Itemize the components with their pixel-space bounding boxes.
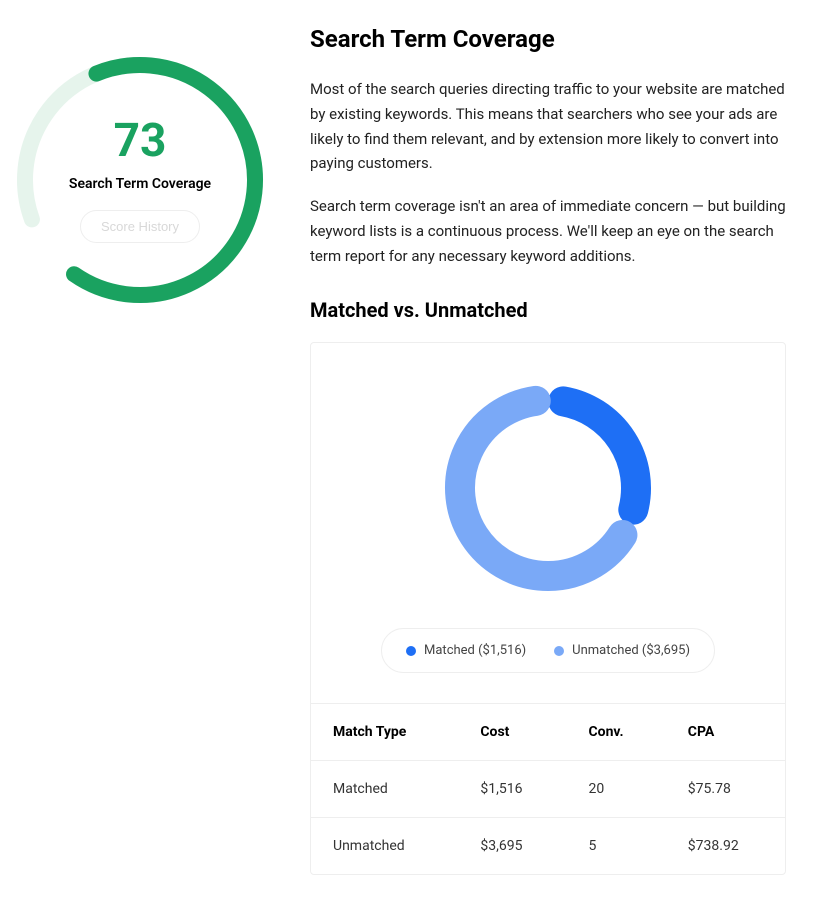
table-header-row: Match TypeCostConv.CPA bbox=[311, 704, 785, 761]
main-content: Search Term Coverage Most of the search … bbox=[310, 20, 786, 875]
donut-segment-matched bbox=[563, 402, 636, 510]
intro-paragraph-1: Most of the search queries directing tra… bbox=[310, 77, 786, 176]
table-cell: $75.78 bbox=[666, 761, 785, 818]
table-header-cell: Match Type bbox=[311, 704, 458, 761]
legend-dot-icon bbox=[406, 646, 416, 656]
chart-card: Matched ($1,516) Unmatched ($3,695) Match… bbox=[310, 342, 786, 875]
table-cell: 5 bbox=[567, 818, 666, 875]
legend-label: Matched ($1,516) bbox=[424, 643, 526, 658]
intro-paragraph-2: Search term coverage isn't an area of im… bbox=[310, 194, 786, 268]
data-table: Match TypeCostConv.CPA Matched$1,51620$7… bbox=[311, 703, 785, 874]
legend-label: Unmatched ($3,695) bbox=[572, 643, 690, 658]
legend-item-matched: Matched ($1,516) bbox=[406, 643, 526, 658]
page-title: Search Term Coverage bbox=[310, 25, 786, 53]
donut-chart bbox=[311, 373, 785, 603]
table-cell: Unmatched bbox=[311, 818, 458, 875]
table-header-cell: Cost bbox=[458, 704, 566, 761]
table-header-cell: CPA bbox=[666, 704, 785, 761]
table-cell: Matched bbox=[311, 761, 458, 818]
score-gauge-svg bbox=[10, 50, 270, 310]
score-gauge: 73 Search Term Coverage Score History bbox=[10, 50, 270, 310]
table-cell: $3,695 bbox=[458, 818, 566, 875]
legend-item-unmatched: Unmatched ($3,695) bbox=[554, 643, 690, 658]
score-panel: 73 Search Term Coverage Score History bbox=[0, 20, 280, 310]
subheading: Matched vs. Unmatched bbox=[310, 298, 786, 322]
table-body: Matched$1,51620$75.78Unmatched$3,6955$73… bbox=[311, 761, 785, 875]
donut-chart-svg bbox=[433, 373, 663, 603]
legend-dot-icon bbox=[554, 646, 564, 656]
table-cell: $738.92 bbox=[666, 818, 785, 875]
table-cell: 20 bbox=[567, 761, 666, 818]
table-row: Matched$1,51620$75.78 bbox=[311, 761, 785, 818]
table-row: Unmatched$3,6955$738.92 bbox=[311, 818, 785, 875]
table-header-cell: Conv. bbox=[567, 704, 666, 761]
chart-legend: Matched ($1,516) Unmatched ($3,695) bbox=[381, 628, 715, 673]
table-cell: $1,516 bbox=[458, 761, 566, 818]
